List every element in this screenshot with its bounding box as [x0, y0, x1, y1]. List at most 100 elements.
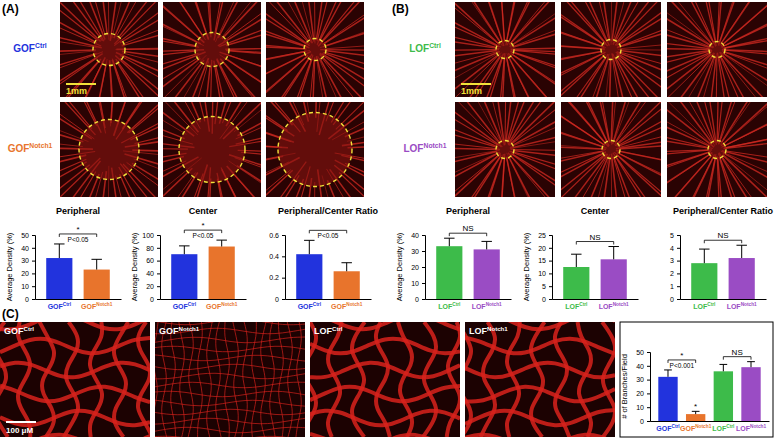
error-bar [341, 263, 351, 272]
vessel [455, 152, 500, 196]
vessel [277, 2, 313, 43]
vessel [716, 53, 717, 97]
y-tick: 10 [636, 404, 650, 411]
x-axis-line [161, 299, 247, 300]
label-base: GOF [13, 43, 35, 54]
vessel [723, 32, 767, 48]
vessel [678, 102, 714, 143]
vessel [171, 322, 176, 437]
vessel [155, 391, 305, 397]
image [60, 2, 158, 97]
vessel [132, 163, 158, 197]
center-fill [496, 41, 514, 59]
y-tick: 30 [636, 376, 650, 383]
y-tick: 1 [670, 283, 680, 290]
label-superscript: Ctrl [63, 302, 71, 307]
vessel [473, 2, 504, 46]
vessel [162, 322, 167, 437]
y-tick-mark [677, 299, 680, 300]
vessel [318, 56, 355, 97]
vessel [112, 60, 139, 97]
x-tick: LOFNotch1 [727, 302, 757, 310]
vessel [242, 322, 247, 437]
y-tick: 40 [21, 245, 35, 252]
y-tick-label: 5 [542, 283, 546, 290]
x-tick: GOFCtrl [48, 302, 71, 310]
vessel [266, 50, 310, 67]
y-tick-mark [32, 286, 35, 287]
plot-area [436, 238, 500, 299]
error-cap [444, 238, 454, 239]
vessel [619, 125, 661, 148]
vessel [455, 55, 501, 97]
y-axis-line [157, 236, 161, 300]
vessel [508, 153, 555, 197]
center-fill [195, 33, 229, 67]
label-superscript: Ctrl [313, 302, 321, 307]
vessel [266, 102, 293, 125]
vessel [667, 102, 715, 146]
center-fill [496, 141, 514, 159]
label: LOFCtrl [693, 302, 715, 310]
vessel [129, 102, 158, 133]
vessel [613, 157, 639, 197]
label-base: LOF [565, 303, 580, 310]
y-tick: 50 [21, 232, 35, 239]
error-stem [576, 254, 577, 267]
vessel [561, 2, 605, 45]
y-tick-label: 100 [142, 232, 154, 239]
vessel [513, 50, 555, 54]
label-base: GOF [206, 303, 222, 310]
label-base: LOF [314, 326, 332, 336]
x-tick: GOFNotch1 [206, 302, 238, 310]
plot-area [296, 240, 360, 299]
x-tick: GOFCtrl [298, 302, 321, 310]
error-bar [571, 254, 581, 267]
vessel [138, 322, 150, 437]
axis-title: # of Branches/Field [620, 354, 629, 419]
vessel [181, 2, 208, 39]
error-cap [747, 361, 755, 362]
significance-bracket [704, 240, 741, 243]
label-superscript: Notch1 [695, 424, 711, 429]
vessel [561, 152, 606, 191]
label: GOFNotch1 [81, 302, 113, 310]
vessel [510, 51, 555, 80]
vessel [310, 386, 460, 401]
y-tick: 15 [538, 257, 552, 264]
vessel [217, 59, 257, 97]
bar [691, 263, 717, 299]
y-tick-label: 15 [538, 257, 546, 264]
x-tick: GOFNotch1 [81, 302, 113, 310]
vessel [506, 157, 525, 197]
vessel [320, 58, 362, 97]
y-tick-label: 5 [670, 232, 674, 239]
error-stem [184, 246, 185, 254]
y-tick: 0 [542, 296, 552, 303]
y-axis-line [282, 236, 286, 300]
vessel [510, 2, 555, 47]
image [155, 322, 305, 437]
chart-title: Center [581, 206, 610, 216]
y-tick-label: 25 [538, 232, 546, 239]
vessel [506, 157, 524, 197]
vessel [266, 53, 307, 92]
y-tick-mark [32, 273, 35, 274]
vessel [667, 53, 711, 97]
center-fill [602, 141, 620, 159]
y-tick-label: 0 [640, 418, 644, 425]
label: GOFCtrl [173, 302, 196, 310]
vessel [455, 102, 498, 146]
y-tick: 40 [146, 270, 160, 277]
vessel [719, 56, 742, 97]
axis-title: Average Density (%) [5, 232, 14, 301]
vessel [266, 2, 310, 46]
image [561, 2, 661, 97]
plot-area [171, 240, 235, 299]
y-tick-mark [422, 299, 425, 300]
annotations: NS [576, 233, 613, 245]
label: LOFCtrl [438, 302, 460, 310]
label: GOFCtrl [656, 424, 679, 432]
label: LOFCtrl [314, 325, 343, 336]
vessel [615, 156, 661, 197]
